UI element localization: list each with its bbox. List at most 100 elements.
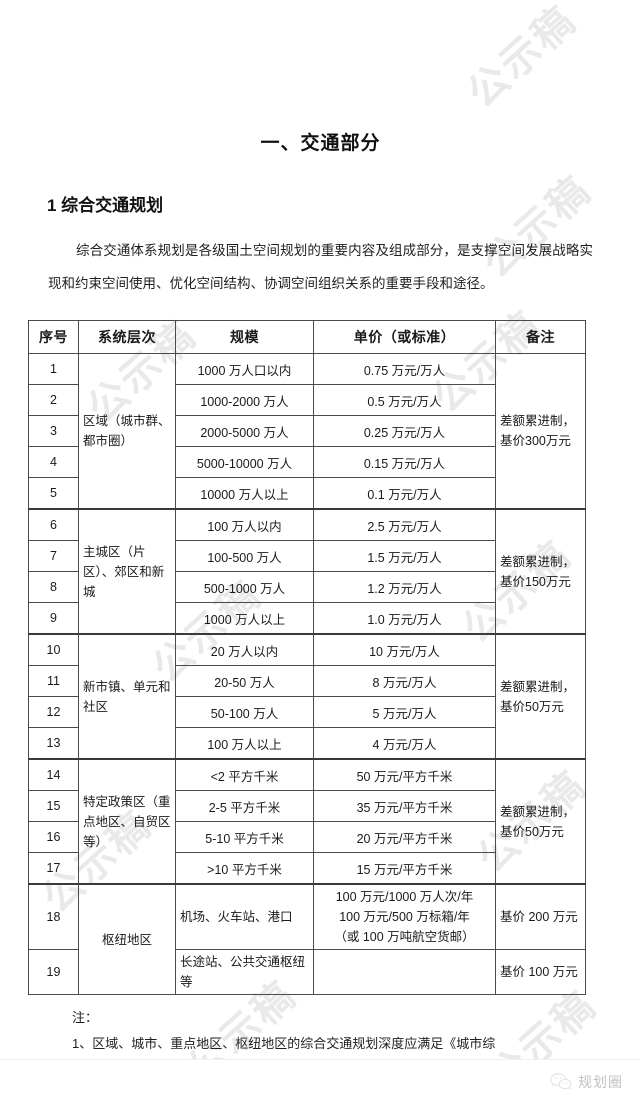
cell-scale: 500-1000 万人 [175, 571, 314, 603]
column-header-scale: 规模 [175, 320, 314, 354]
footer-bar: 规划圈 [0, 1059, 641, 1103]
note-item: 1、区域、城市、重点地区、枢纽地区的综合交通规划深度应满足《城市综 [72, 1036, 496, 1051]
cell-seq: 13 [28, 727, 79, 760]
fee-standard-table: 序号 系统层次 规模 单价（或标准） 备注 1 区域（城市群、都市圈） 1000 万… [28, 320, 586, 995]
column-header-note: 备注 [495, 320, 586, 354]
cell-unit-price: 50 万元/平方千米 [313, 758, 496, 791]
cell-seq: 1 [28, 353, 79, 385]
table-row: 16 5-10 平方千米 20 万元/平方千米 [28, 821, 586, 853]
table-row: 5 10000 万人以上 0.1 万元/万人 [28, 477, 586, 510]
cell-system-level: 新市镇、单元和社区 [78, 633, 176, 760]
cell-system-level: 区域（城市群、都市圈） [78, 353, 176, 510]
cell-scale: 2-5 平方千米 [175, 790, 314, 822]
table-row: 4 5000-10000 万人 0.15 万元/万人 [28, 446, 586, 478]
table-row: 14 特定政策区（重点地区、自贸区等） <2 平方千米 50 万元/平方千米 差额累进制… [28, 758, 586, 885]
cell-note: 基价 100 万元 [495, 949, 586, 995]
cell-scale: 100 万人以上 [175, 727, 314, 760]
cell-unit-price: 0.75 万元/万人 [313, 353, 496, 385]
cell-seq: 9 [28, 602, 79, 635]
table-row: 6 主城区（片区）、郊区和新城 100 万人以内 2.5 万元/万人 差额累进制，基价1… [28, 508, 586, 635]
cell-unit-price: 15 万元/平方千米 [313, 852, 496, 885]
cell-scale: >10 平方千米 [175, 852, 314, 885]
table-row: 12 50-100 万人 5 万元/万人 [28, 696, 586, 728]
cell-scale: 1000 万人口以内 [175, 353, 314, 385]
cell-seq: 3 [28, 415, 79, 447]
cell-unit-price: 1.2 万元/万人 [313, 571, 496, 603]
cell-unit-price: 20 万元/平方千米 [313, 821, 496, 853]
notes-block: 注： 1、区域、城市、重点地区、枢纽地区的综合交通规划深度应满足《城市综 [0, 995, 641, 1057]
cell-seq: 5 [28, 477, 79, 510]
cell-unit-price: 35 万元/平方千米 [313, 790, 496, 822]
cell-seq: 8 [28, 571, 79, 603]
notes-label: 注： [72, 1010, 99, 1025]
page-title: 一、交通部分 [260, 133, 381, 154]
cell-seq: 12 [28, 696, 79, 728]
cell-scale: 50-100 万人 [175, 696, 314, 728]
cell-system-level: 特定政策区（重点地区、自贸区等） [78, 758, 176, 885]
cell-scale: 10000 万人以上 [175, 477, 314, 510]
cell-scale: 5-10 平方千米 [175, 821, 314, 853]
cell-system-level: 主城区（片区）、郊区和新城 [78, 508, 176, 635]
table-row: 1 区域（城市群、都市圈） 1000 万人口以内 0.75 万元/万人 差额累进制，基价… [28, 353, 586, 510]
cell-unit-price: 0.25 万元/万人 [313, 415, 496, 447]
cell-unit-price: 1.5 万元/万人 [313, 540, 496, 572]
cell-unit-price: 4 万元/万人 [313, 727, 496, 760]
table-row: 2 1000-2000 万人 0.5 万元/万人 [28, 384, 586, 416]
cell-seq: 17 [28, 852, 79, 885]
table-row: 10 新市镇、单元和社区 20 万人以内 10 万元/万人 差额累进制，基价50万元 [28, 633, 586, 760]
table-row: 7 100-500 万人 1.5 万元/万人 [28, 540, 586, 572]
wechat-icon [550, 1072, 572, 1091]
cell-scale: 机场、火车站、港口 [175, 883, 314, 950]
cell-unit-price: 8 万元/万人 [313, 665, 496, 697]
table-header: 序号 系统层次 规模 单价（或标准） 备注 [28, 320, 586, 354]
cell-unit-price: 100 万元/1000 万人次/年 100 万元/500 万标箱/年 （或 100 … [313, 883, 496, 950]
column-header-seq: 序号 [28, 320, 79, 354]
section-heading: 1 综合交通规划 [47, 196, 164, 215]
cell-seq: 18 [28, 883, 79, 950]
cell-unit-price: 0.1 万元/万人 [313, 477, 496, 510]
cell-seq: 2 [28, 384, 79, 416]
table-row: 3 2000-5000 万人 0.25 万元/万人 [28, 415, 586, 447]
table-row: 9 1000 万人以上 1.0 万元/万人 [28, 602, 586, 635]
wechat-account-name: 规划圈 [578, 1073, 623, 1090]
cell-unit-price: 5 万元/万人 [313, 696, 496, 728]
cell-unit-price: 10 万元/万人 [313, 633, 496, 666]
cell-seq: 10 [28, 633, 79, 666]
cell-seq: 11 [28, 665, 79, 697]
cell-unit-price: 2.5 万元/万人 [313, 508, 496, 541]
cell-note: 差额累进制，基价300万元 [495, 353, 586, 510]
cell-scale: 20 万人以内 [175, 633, 314, 666]
cell-seq: 4 [28, 446, 79, 478]
cell-seq: 14 [28, 758, 79, 791]
table-row: 19 长途站、公共交通枢纽等 基价 100 万元 [28, 949, 586, 995]
column-header-level: 系统层次 [78, 320, 176, 354]
body-paragraph: 综合交通体系规划是各级国土空间规划的重要内容及组成部分，是支撑空间发展战略实现和… [48, 243, 593, 291]
cell-seq: 19 [28, 949, 79, 995]
cell-unit-price: 1.0 万元/万人 [313, 602, 496, 635]
cell-system-level: 枢纽地区 [78, 883, 176, 995]
cell-scale: 1000 万人以上 [175, 602, 314, 635]
table-row: 18 枢纽地区 机场、火车站、港口 100 万元/1000 万人次/年 100 万元/5… [28, 883, 586, 995]
cell-note: 差额累进制，基价50万元 [495, 633, 586, 760]
column-header-price: 单价（或标准） [313, 320, 496, 354]
cell-unit-price [313, 949, 496, 995]
cell-scale: 20-50 万人 [175, 665, 314, 697]
cell-seq: 15 [28, 790, 79, 822]
cell-note: 差额累进制，基价150万元 [495, 508, 586, 635]
cell-seq: 6 [28, 508, 79, 541]
cell-unit-price: 0.5 万元/万人 [313, 384, 496, 416]
cell-seq: 16 [28, 821, 79, 853]
cell-scale: 2000-5000 万人 [175, 415, 314, 447]
cell-scale: 5000-10000 万人 [175, 446, 314, 478]
document-content: 一、交通部分 1 综合交通规划 综合交通体系规划是各级国土空间规划的重要内容及组… [0, 133, 641, 1079]
cell-scale: <2 平方千米 [175, 758, 314, 791]
table-body: 1 区域（城市群、都市圈） 1000 万人口以内 0.75 万元/万人 差额累进制，基价… [28, 353, 586, 995]
cell-scale: 长途站、公共交通枢纽等 [175, 949, 314, 995]
cell-unit-price: 0.15 万元/万人 [313, 446, 496, 478]
cell-scale: 100-500 万人 [175, 540, 314, 572]
table-row: 13 100 万人以上 4 万元/万人 [28, 727, 586, 760]
table-header-row: 序号 系统层次 规模 单价（或标准） 备注 [28, 320, 586, 354]
cell-scale: 1000-2000 万人 [175, 384, 314, 416]
table-row: 8 500-1000 万人 1.2 万元/万人 [28, 571, 586, 603]
